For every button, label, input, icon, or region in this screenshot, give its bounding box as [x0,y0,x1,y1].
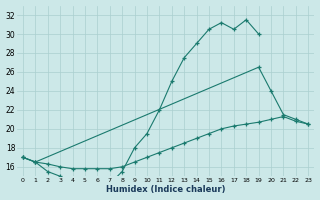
X-axis label: Humidex (Indice chaleur): Humidex (Indice chaleur) [106,185,225,194]
